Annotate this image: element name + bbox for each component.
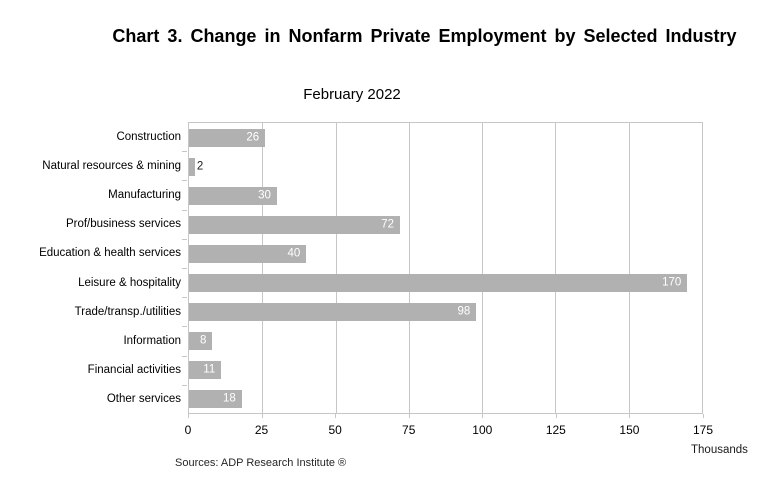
x-axis-tick-label-150: 150 [619,423,640,437]
y-axis-tick [182,238,187,240]
category-label-information: Information [123,335,181,348]
bar-construction: 26 [189,128,266,147]
x-axis-tick-label-25: 25 [254,423,269,437]
x-axis-tick-100 [482,414,484,418]
y-axis-tick [182,326,187,328]
value-label-financial-activities: 11 [203,362,216,375]
x-axis-tick-label-125: 125 [545,423,566,437]
x-axis-tick-label-100: 100 [472,423,493,437]
x-axis-tick-75 [408,414,410,418]
bar-row-trade-transp-utilities: 98 [189,297,702,326]
value-label-natural-resources-mining: 2 [196,159,204,172]
source-note: Sources: ADP Research Institute ® [175,457,347,469]
x-axis-tick-label-50: 50 [328,423,342,437]
value-label-other-services: 18 [222,391,236,404]
value-label-information: 8 [200,333,207,346]
gridline-25 [262,123,264,413]
category-label-education-health-services: Education & health services [39,247,181,260]
bar-manufacturing: 30 [189,186,277,205]
bar-education-health-services: 40 [189,244,307,263]
bar-row-financial-activities: 11 [189,355,702,384]
bar-leisure-hospitality: 170 [189,273,688,292]
x-axis-tick-150 [629,414,631,418]
gridline-100 [482,123,484,413]
x-axis-tick-label-0: 0 [184,423,192,437]
bar-row-information: 8 [189,326,702,355]
bar-row-construction: 26 [189,123,702,152]
x-axis-tick-125 [555,414,557,418]
value-label-trade-transp-utilities: 98 [457,304,471,317]
bar-row-prof-business-services: 72 [189,210,702,239]
bar-trade-transp-utilities: 98 [189,302,477,321]
value-label-education-health-services: 40 [287,246,301,259]
x-axis-tick-0 [188,414,189,418]
value-label-leisure-hospitality: 170 [662,275,682,288]
category-labels: Construction Natural resources & mining Ma… [0,122,181,414]
chart-subtitle: February 2022 [303,86,401,103]
y-axis-tick [182,151,187,153]
bar-information: 8 [189,331,213,350]
category-label-trade-transp-utilities: Trade/transp./utilities [74,305,181,318]
x-axis-tick-25 [261,414,263,418]
bar-row-manufacturing: 30 [189,181,702,210]
bar-prof-business-services: 72 [189,215,401,234]
value-label-construction: 26 [246,130,260,143]
category-label-financial-activities: Financial activities [87,364,181,377]
x-axis-unit-label: Thousands [691,444,748,456]
category-label-leisure-hospitality: Leisure & hospitality [78,276,181,289]
gridline-150 [628,123,630,413]
gridline-125 [555,123,557,413]
gridline-50 [335,123,337,413]
value-label-prof-business-services: 72 [381,217,395,230]
bar-financial-activities: 11 [189,360,222,379]
category-label-prof-business-services: Prof/business services [65,218,181,231]
y-axis-tick [182,297,187,299]
bar-row-education-health-services: 40 [189,239,702,268]
bar-row-other-services: 18 [189,384,702,413]
value-label-manufacturing: 30 [258,188,271,201]
bar-row-leisure-hospitality: 170 [189,268,702,297]
gridline-75 [408,123,410,413]
y-axis-tick [182,209,187,211]
category-label-manufacturing: Manufacturing [108,189,181,201]
bar-row-natural-resources-mining: 2 [189,152,702,181]
bar-natural-resources-mining: 2 [189,157,203,176]
y-axis-tick [182,180,187,182]
x-axis-tick-175 [703,414,704,418]
y-axis-tick [182,268,187,269]
y-axis-tick [182,384,187,386]
plot-area: 26 2 30 72 40 170 98 8 11 18 [188,122,703,414]
chart-title: Chart 3. Change in Nonfarm Private Emplo… [112,26,737,46]
x-axis-tick-label-75: 75 [402,423,416,437]
category-label-construction: Construction [116,130,181,143]
category-label-natural-resources-mining: Natural resources & mining [42,159,181,172]
category-label-other-services: Other services [106,393,181,406]
x-axis-tick-label-175: 175 [692,423,714,437]
bar-other-services: 18 [189,389,242,408]
x-axis-tick-50 [335,414,337,418]
y-axis-tick [182,355,187,357]
